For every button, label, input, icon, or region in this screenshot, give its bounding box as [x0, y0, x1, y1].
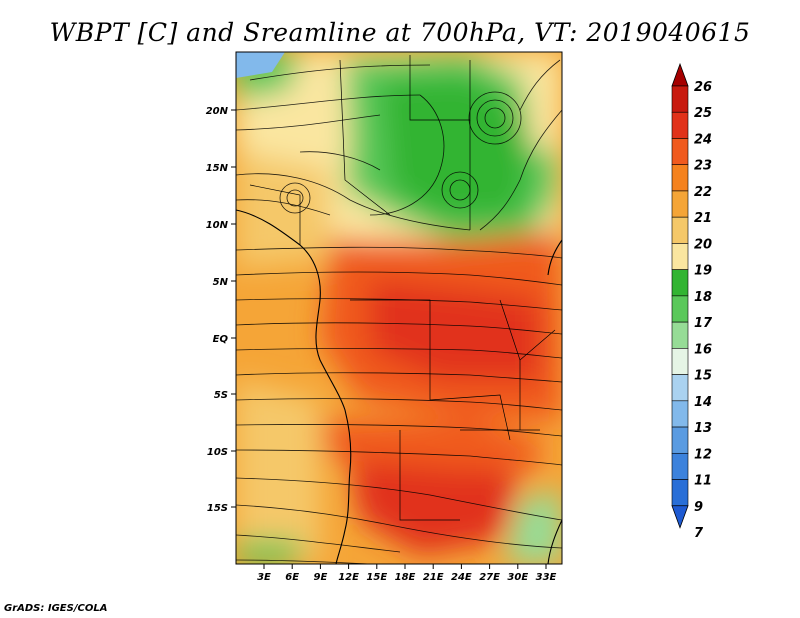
lat-tick-label: 20N — [206, 106, 229, 117]
colorbar-label: 9 — [694, 500, 703, 515]
longitude-axis: 3E 6E 9E 12E 15E 18E 21E 24E 27E 30E 33E — [257, 564, 557, 583]
coastlines — [236, 209, 562, 564]
borders — [249, 55, 556, 521]
lat-tick-label: 10N — [206, 220, 229, 231]
region-pale-ne — [520, 60, 562, 150]
wbpt-field — [236, 52, 562, 564]
latitude-axis: 20N 15N 10N 5N EQ 5S 10S 15S — [206, 106, 236, 514]
colorbar-swatch — [671, 295, 689, 323]
lon-tick-label: 21E — [423, 572, 444, 583]
colorbar-label: 16 — [694, 342, 712, 357]
lat-tick-label: 15N — [206, 163, 229, 174]
colorbar-label: 18 — [694, 290, 712, 305]
colorbar-label: 17 — [694, 316, 713, 331]
colorbar-label: 25 — [694, 106, 712, 121]
lon-tick-label: 15E — [366, 572, 387, 583]
colorbar-label: 22 — [694, 185, 712, 200]
colorbar: 26 25 24 23 22 21 20 19 18 17 16 15 14 13 12 11 9 7 — [671, 62, 713, 541]
lat-tick-label: 15S — [207, 503, 228, 514]
streamlines — [236, 59, 562, 564]
lat-tick-label: EQ — [213, 334, 229, 345]
region-atlantic-sw — [236, 380, 320, 564]
lat-tick-label: 5N — [213, 277, 229, 288]
lat-tick-label: 10S — [207, 447, 228, 458]
lat-tick-label: 5S — [214, 390, 228, 401]
colorbar-swatch — [671, 400, 689, 428]
colorbar-label: 23 — [694, 159, 712, 174]
lon-tick-label: 18E — [395, 572, 416, 583]
colorbar-top-arrow — [671, 62, 689, 87]
colorbar-swatch — [671, 164, 689, 192]
region-red-central — [370, 280, 540, 380]
colorbar-bottom-arrow — [671, 505, 689, 529]
region-green-core — [380, 75, 540, 220]
colorbar-swatch — [671, 479, 689, 507]
colorbar-swatch — [671, 190, 689, 218]
region-green-sw — [236, 540, 300, 564]
colorbar-label: 15 — [694, 369, 712, 384]
colorbar-label: 14 — [694, 395, 712, 410]
colorbar-label: 13 — [694, 421, 712, 436]
lon-tick-label: 33E — [536, 572, 557, 583]
map-frame — [235, 51, 563, 565]
colorbar-swatch — [671, 452, 689, 480]
lon-tick-label: 3E — [257, 572, 271, 583]
lon-tick-label: 6E — [285, 572, 299, 583]
colorbar-label: 26 — [694, 80, 712, 95]
colorbar-swatch — [671, 111, 689, 139]
colorbar-label: 19 — [694, 264, 712, 279]
region-west — [236, 150, 330, 270]
colorbar-swatch — [671, 138, 689, 166]
colorbar-swatch — [671, 348, 689, 375]
colorbar-swatch — [671, 216, 689, 244]
lon-tick-label: 30E — [507, 572, 528, 583]
colorbar-label: 12 — [694, 447, 712, 462]
colorbar-swatch — [671, 85, 689, 113]
lon-tick-label: 27E — [479, 572, 500, 583]
grads-credit: GrADS: IGES/COLA — [4, 603, 108, 614]
colorbar-label: 21 — [694, 211, 712, 226]
colorbar-swatch — [671, 426, 689, 454]
colorbar-label: 20 — [694, 237, 712, 252]
region-green-se — [505, 490, 562, 564]
lon-tick-label: 9E — [314, 572, 328, 583]
colorbar-swatch — [671, 374, 689, 402]
region-blue-nw — [236, 52, 285, 78]
colorbar-label: 11 — [694, 474, 712, 489]
colorbar-label: 7 — [694, 526, 704, 541]
colorbar-swatch — [671, 269, 689, 297]
colorbar-swatch — [671, 321, 689, 349]
region-red-south — [350, 450, 520, 555]
colorbar-swatch — [671, 243, 689, 270]
colorbar-label: 24 — [694, 132, 712, 147]
lon-tick-label: 24E — [451, 572, 472, 583]
chart-title: WBPT [C] and Sreamline at 700hPa, VT: 20… — [49, 18, 751, 47]
lon-tick-label: 12E — [338, 572, 359, 583]
